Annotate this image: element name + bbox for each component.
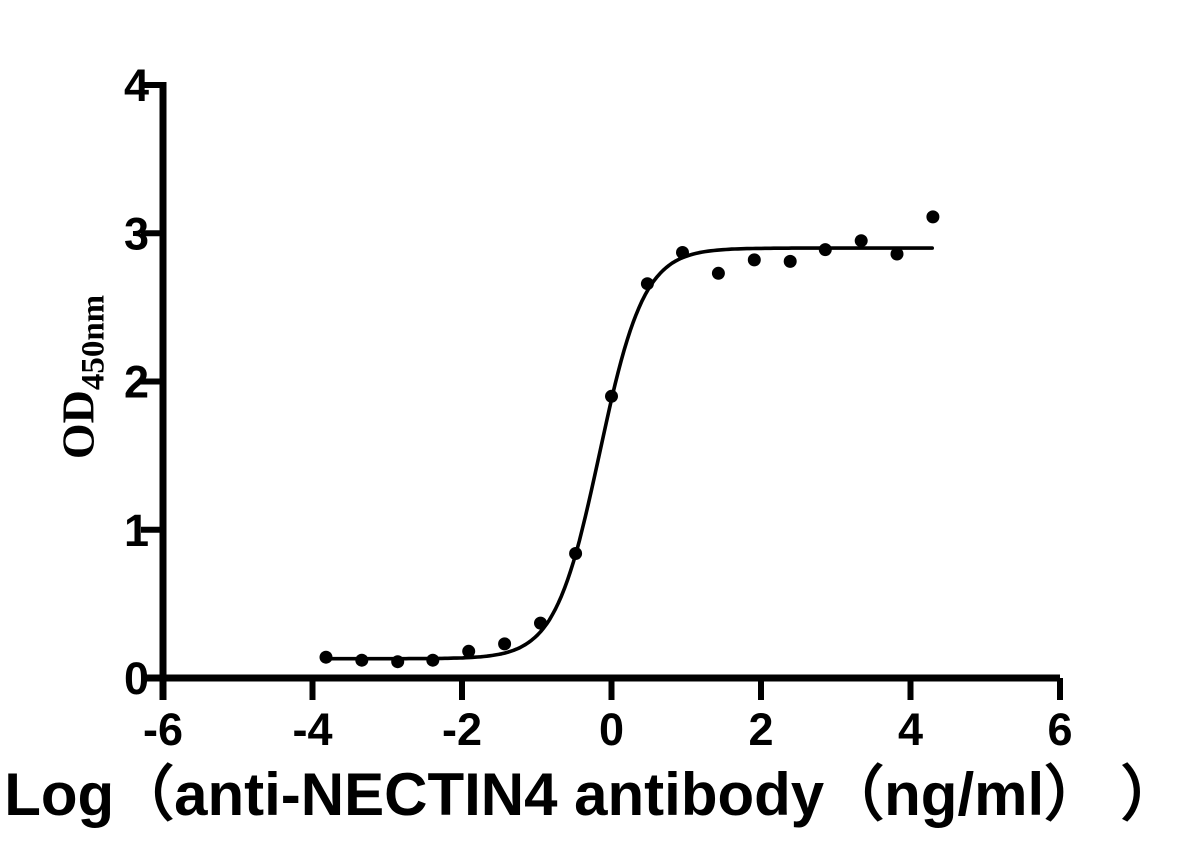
data-point: [926, 210, 940, 224]
x-tick-label: -6: [143, 704, 183, 755]
fit-curve: [323, 246, 934, 661]
y-tick-label: 3: [124, 208, 149, 259]
x-tick-label: 6: [1047, 704, 1072, 755]
data-point: [498, 637, 512, 651]
data-point: [676, 246, 689, 259]
x-axis-title: Log（anti-NECTIN4 antibody（ng/ml） ）: [0, 762, 1185, 828]
y-axis-title: OD450nm: [52, 295, 112, 460]
data-point: [391, 655, 405, 669]
data-point: [355, 653, 369, 667]
x-tick-label: 4: [898, 704, 923, 755]
data-point: [319, 650, 333, 664]
y-tick-label: 4: [124, 60, 149, 111]
data-point: [534, 616, 547, 630]
data-point: [818, 243, 832, 257]
data-point: [426, 653, 440, 667]
y-tick-label: 0: [124, 653, 149, 704]
x-axis-title-text: Log（anti-NECTIN4 antibody（ng/ml） ）: [4, 761, 1181, 828]
data-point: [640, 277, 654, 291]
y-axis-title-subscript: 450nm: [75, 294, 112, 391]
data-point: [462, 644, 476, 658]
data-point: [605, 389, 618, 403]
data-point: [854, 234, 868, 248]
data-point: [747, 253, 761, 267]
data-point: [569, 547, 583, 560]
x-tick-label: 2: [748, 704, 773, 755]
y-tick-label: 2: [124, 357, 149, 408]
y-axis-title-main: OD: [52, 390, 104, 460]
data-point: [711, 266, 725, 280]
x-tick-label: 0: [599, 704, 624, 755]
data-point: [783, 254, 797, 268]
x-tick-label: -2: [442, 704, 482, 755]
x-tick-label: -4: [292, 704, 332, 755]
data-point: [890, 247, 904, 261]
y-tick-label: 1: [124, 505, 149, 556]
